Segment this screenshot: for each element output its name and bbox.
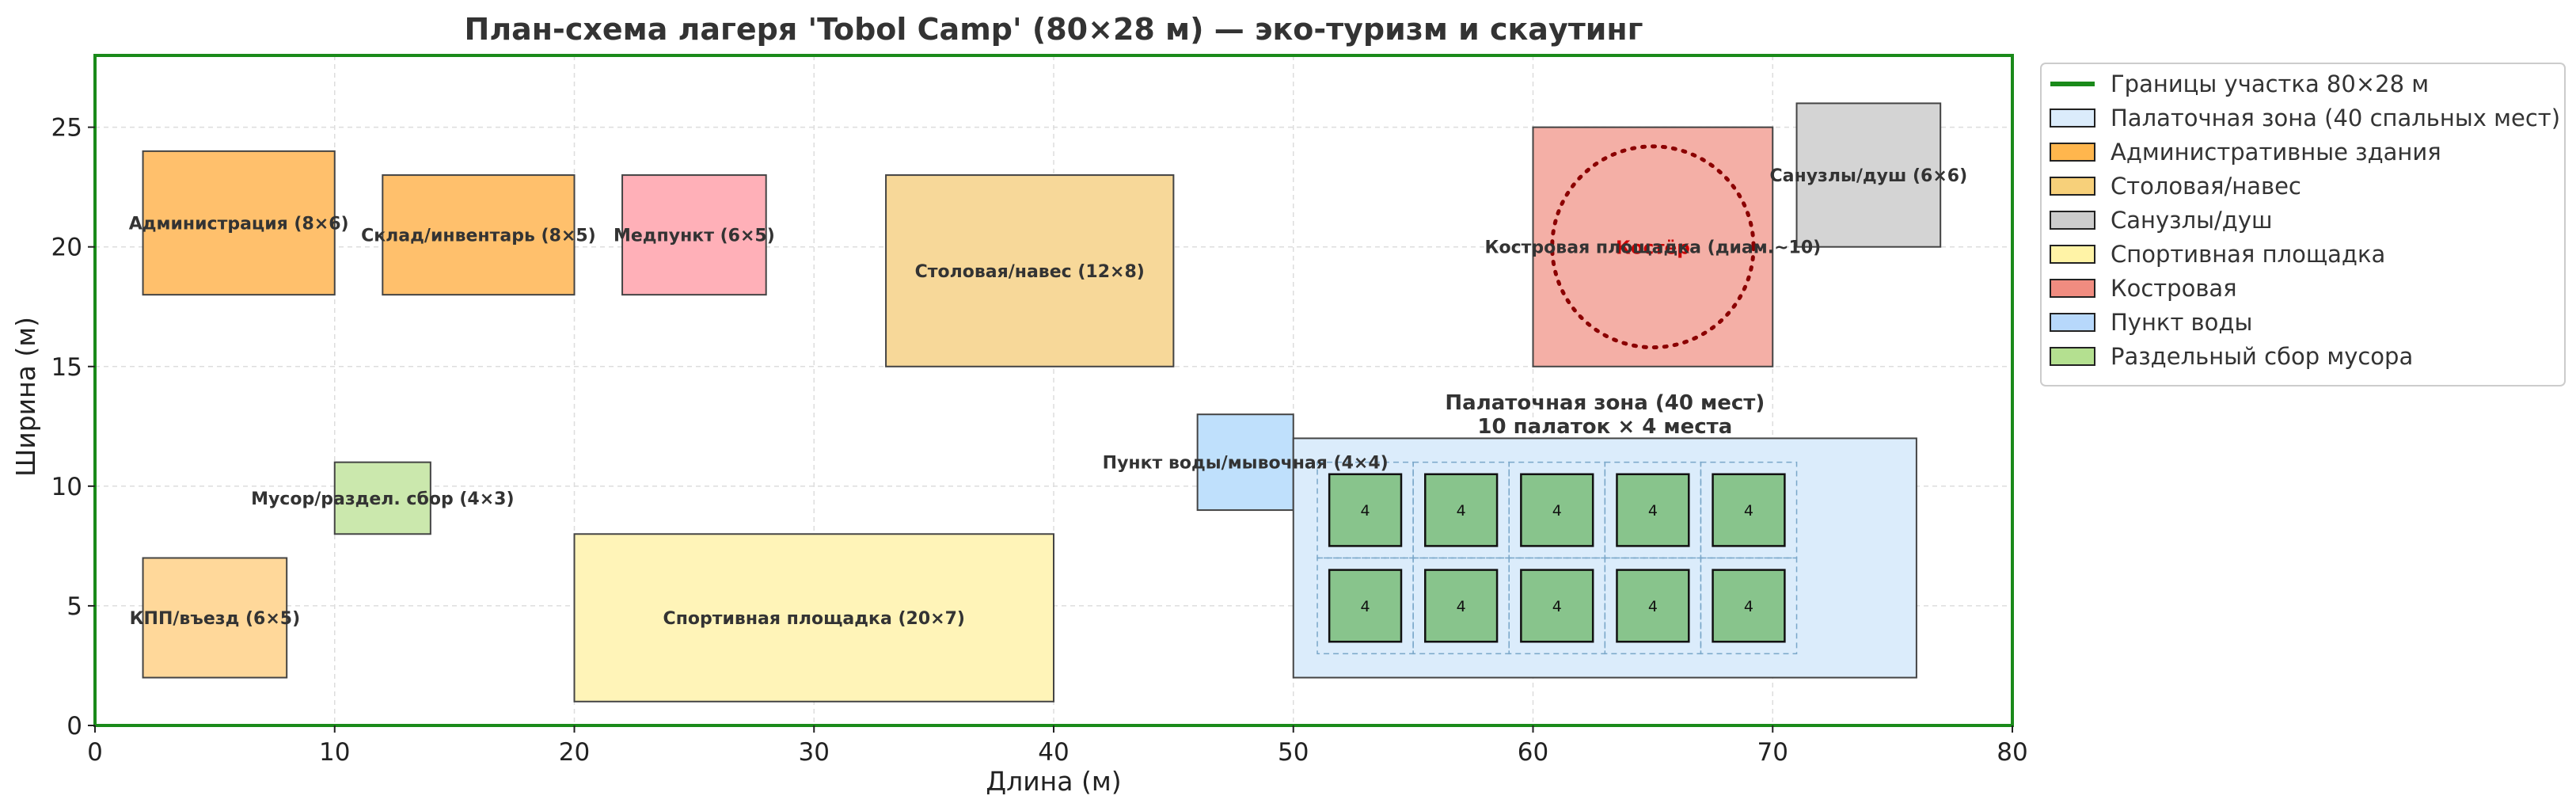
x-tick-label: 60 [1518,738,1548,767]
fire-ring [1550,144,1756,350]
legend-patch-swatch [2050,109,2095,128]
tent-capacity-label: 4 [1744,598,1753,615]
legend-entry-label: Границы участка 80×28 м [2111,70,2429,97]
tent-capacity-label: 4 [1552,502,1562,520]
tent [1616,473,1690,547]
legend-frame [2040,63,2566,386]
tent-grid-cell [1700,461,1798,559]
y-tick-label: 15 [51,353,82,382]
legend-entry-label: Костровая [2111,275,2237,302]
zone-warehouse [382,174,576,296]
legend-entry-label: Раздельный сбор мусора [2111,343,2413,370]
zone-water [1196,413,1294,512]
y-tick-label: 5 [66,592,82,621]
y-tick-label: 25 [51,114,82,143]
tent-capacity-label: 4 [1648,502,1658,520]
x-tick-label: 20 [559,738,590,767]
legend-patch-swatch [2050,313,2095,332]
tent [1712,473,1786,547]
zone-label-medical: Медпункт (6×5) [614,227,775,246]
tent [1520,569,1594,643]
zone-label-water: Пункт воды/мывочная (4×4) [1103,454,1389,474]
y-tick-label: 20 [51,234,82,262]
tent-capacity-label: 4 [1361,598,1370,615]
y-tick-label: 0 [66,712,82,741]
zone-admin [142,150,336,296]
legend-patch-swatch [2050,143,2095,162]
legend-entry-label: Палаточная зона (40 спальных мест) [2111,105,2560,131]
legend-entry-label: Административные здания [2111,139,2441,166]
x-tick-label: 40 [1038,738,1069,767]
legend-patch-swatch [2050,245,2095,264]
chart-title: План-схема лагеря 'Tobol Camp' (80×28 м)… [465,12,1643,47]
tent [1328,473,1403,547]
legend-entry-label: Спортивная площадка [2111,241,2385,268]
zone-label-fire: Костровая площадка (диам.~10) [1485,238,1822,258]
x-tick-label: 10 [319,738,350,767]
x-axis-label: Длина (м) [986,766,1121,797]
zone-sports [573,533,1054,702]
tent-capacity-label: 4 [1457,598,1466,615]
tent [1328,569,1403,643]
tent [1520,473,1594,547]
zone-label-checkpoint: КПП/въезд (6×5) [130,609,301,629]
legend-entry-label: Столовая/навес [2111,173,2301,200]
zone-toilets [1795,102,1942,248]
legend-entry-label: Пункт воды [2111,309,2252,336]
tent-zone-title-line: 10 палаток × 4 места [1477,415,1732,439]
legend: Границы участка 80×28 м Палаточная зона (… [2040,63,2566,386]
legend-patch-swatch [2050,177,2095,196]
tent-zone-title-line: Палаточная зона (40 мест) [1445,391,1765,415]
zone-fire [1532,126,1774,367]
zone-medical [621,174,767,296]
x-tick-label: 30 [799,738,830,767]
x-tick-label: 50 [1278,738,1309,767]
zone-label-warehouse: Склад/инвентарь (8×5) [361,227,596,246]
tent-capacity-label: 4 [1648,598,1658,615]
fire-ring-label: Костёр [1616,238,1690,259]
legend-entry-label: Санузлы/душ [2111,207,2273,234]
zone-label-waste: Мусор/раздел. сбор (4×3) [251,489,514,509]
y-axis-label: Ширина (м) [10,317,41,477]
tent [1712,569,1786,643]
y-tick-label: 10 [51,473,82,501]
x-tick-label: 70 [1757,738,1788,767]
legend-patch-swatch [2050,347,2095,366]
tent-capacity-label: 4 [1552,598,1562,615]
legend-patch-swatch [2050,211,2095,230]
zone-label-sports: Спортивная площадка (20×7) [663,609,965,629]
zone-label-canteen: Столовая/навес (12×8) [915,262,1145,282]
legend-patch-swatch [2050,279,2095,298]
tent-capacity-label: 4 [1361,502,1370,520]
x-tick-label: 80 [1997,738,2027,767]
zone-label-toilets: Санузлы/душ (6×6) [1770,166,1968,186]
zone-label-admin: Администрация (8×6) [129,215,349,234]
tent [1616,569,1690,643]
tent [1424,569,1499,643]
plot-area: 4 4 4 4 4 4 4 4 4 4 Костёр Администрация (8×6) Склад… [51,54,2028,767]
tent-capacity-label: 4 [1744,502,1753,520]
zone-checkpoint [142,557,288,679]
zone-canteen [885,174,1175,367]
tent-capacity-label: 4 [1457,502,1466,520]
x-tick-label: 0 [87,738,103,767]
tent [1424,473,1499,547]
zone-waste [333,461,431,535]
